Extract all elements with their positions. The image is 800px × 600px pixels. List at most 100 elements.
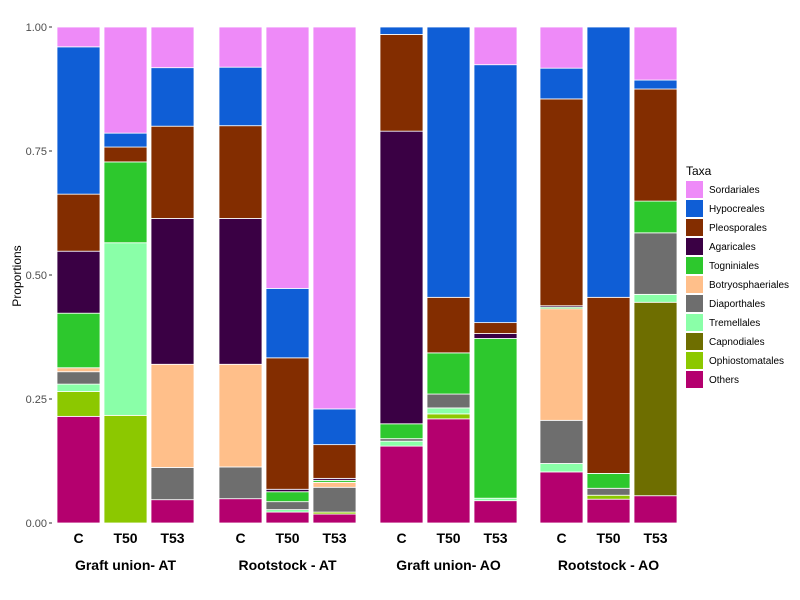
bar-segment-agaricales <box>56 250 101 314</box>
legend-label: Pleosporales <box>709 223 767 234</box>
legend-item-sordariales: Sordariales <box>686 181 760 198</box>
y-axis: 0.00 0.25 0.50 0.75 1.00 <box>26 22 52 530</box>
x-tick-label: T50 <box>275 530 299 546</box>
legend-swatch <box>686 352 703 369</box>
x-tick-label: T53 <box>483 530 507 546</box>
bar-segment-others <box>312 513 357 524</box>
bar-segment-tremellales <box>633 293 678 303</box>
facet-labels: Graft union- AT Rootstock - AT Graft union… <box>75 557 659 573</box>
bar-segment-hypocreales <box>312 408 357 446</box>
facet-rootstock-ao <box>539 26 678 524</box>
legend-swatch <box>686 314 703 331</box>
bar-segment-agaricales <box>150 218 195 365</box>
x-tick-label: T50 <box>596 530 620 546</box>
bar-segment-hypocreales <box>539 67 584 100</box>
bar-segment-diaporthales <box>586 487 631 496</box>
bar-segment-agaricales <box>379 130 424 425</box>
legend-item-diaporthales: Diaporthales <box>686 295 765 312</box>
bar-segment-pleosporales <box>312 444 357 479</box>
bar-graft-union-at-t53 <box>150 26 195 524</box>
bar-segment-diaporthales <box>56 371 101 385</box>
legend-item-hypocreales: Hypocreales <box>686 200 765 217</box>
legend-swatch <box>686 333 703 350</box>
legend-label: Tremellales <box>709 318 760 329</box>
bar-segment-togniniales <box>426 352 471 395</box>
legend-item-tremellales: Tremellales <box>686 314 760 331</box>
bar-segment-diaporthales <box>312 486 357 513</box>
facet-label: Rootstock - AT <box>239 557 337 573</box>
y-tick-label: 0.00 <box>26 518 47 530</box>
legend-label: Hypocreales <box>709 204 765 215</box>
bar-segment-others <box>379 445 424 524</box>
bar-segment-diaporthales <box>218 466 263 500</box>
bar-segment-ophiostomatales <box>586 494 631 500</box>
y-tick-label: 1.00 <box>26 22 47 34</box>
legend-item-botryosphaeriales: Botryosphaeriales <box>686 276 789 293</box>
y-tick-label: 0.25 <box>26 394 47 406</box>
legend-swatch <box>686 295 703 312</box>
legend-label: Diaporthales <box>709 299 765 310</box>
bar-segment-togniniales <box>265 491 310 503</box>
bar-segment-sordariales <box>265 26 310 289</box>
facet-label: Rootstock - AO <box>558 557 659 573</box>
bar-segment-sordariales <box>56 26 101 48</box>
bar-rootstock-ao-t53 <box>633 26 678 524</box>
bar-rootstock-at-c <box>218 26 263 524</box>
bar-segment-pleosporales <box>539 98 584 307</box>
legend-item-capnodiales: Capnodiales <box>686 333 765 350</box>
bar-segment-others <box>539 471 584 524</box>
legend-swatch <box>686 276 703 293</box>
x-tick-label: T50 <box>436 530 460 546</box>
bar-segment-others <box>265 511 310 524</box>
bar-segment-hypocreales <box>56 46 101 195</box>
bar-segment-pleosporales <box>103 146 148 163</box>
legend-item-agaricales: Agaricales <box>686 238 756 255</box>
bar-segment-botryosphaeriales <box>218 363 263 468</box>
bar-segment-hypocreales <box>586 26 631 298</box>
bar-segment-hypocreales <box>473 64 518 324</box>
bar-rootstock-at-t50 <box>265 26 310 524</box>
bar-segment-others <box>473 500 518 524</box>
bar-segment-pleosporales <box>265 357 310 490</box>
legend-label: Sordariales <box>709 185 760 196</box>
legend-label: Agaricales <box>709 242 756 253</box>
bar-segment-others <box>56 415 101 524</box>
bar-graft-union-ao-c <box>379 26 424 524</box>
bar-segment-pleosporales <box>218 125 263 219</box>
bar-segment-pleosporales <box>586 296 631 474</box>
bar-segment-pleosporales <box>426 296 471 354</box>
legend-title: Taxa <box>686 164 712 178</box>
bar-graft-union-at-c <box>56 26 101 524</box>
facet-label: Graft union- AO <box>396 557 501 573</box>
bar-graft-union-ao-t53 <box>473 26 518 524</box>
facet-label: Graft union- AT <box>75 557 177 573</box>
legend-item-togniniales: Togniniales <box>686 257 759 274</box>
bar-segment-togniniales <box>586 472 631 489</box>
y-tick-label: 0.50 <box>26 270 47 282</box>
x-tick-label: T53 <box>643 530 667 546</box>
x-tick-label: T53 <box>160 530 184 546</box>
legend-item-ophiostomatales: Ophiostomatales <box>686 352 784 369</box>
bar-segment-tremellales <box>56 383 101 392</box>
bar-segment-sordariales <box>633 26 678 81</box>
bar-segment-togniniales <box>633 200 678 234</box>
bar-segment-tremellales <box>539 463 584 473</box>
facet-rootstock-at <box>218 26 357 524</box>
bar-segment-others <box>586 498 631 524</box>
legend-swatch <box>686 200 703 217</box>
bar-segment-others <box>218 498 263 524</box>
bar-segment-togniniales <box>56 312 101 369</box>
bar-segment-diaporthales <box>633 232 678 295</box>
bar-segment-pleosporales <box>56 193 101 252</box>
bar-graft-union-at-t50 <box>103 26 148 524</box>
plot-area <box>56 26 678 524</box>
legend-label: Botryosphaeriales <box>709 280 789 291</box>
bar-segment-pleosporales <box>150 125 195 219</box>
bar-graft-union-ao-t50 <box>426 26 471 524</box>
bar-segment-agaricales <box>473 333 518 339</box>
legend-swatch <box>686 257 703 274</box>
legend-label: Capnodiales <box>709 337 765 348</box>
bar-segment-others <box>426 418 471 524</box>
legend-label: Ophiostomatales <box>709 356 784 367</box>
bar-segment-tremellales <box>426 407 471 415</box>
